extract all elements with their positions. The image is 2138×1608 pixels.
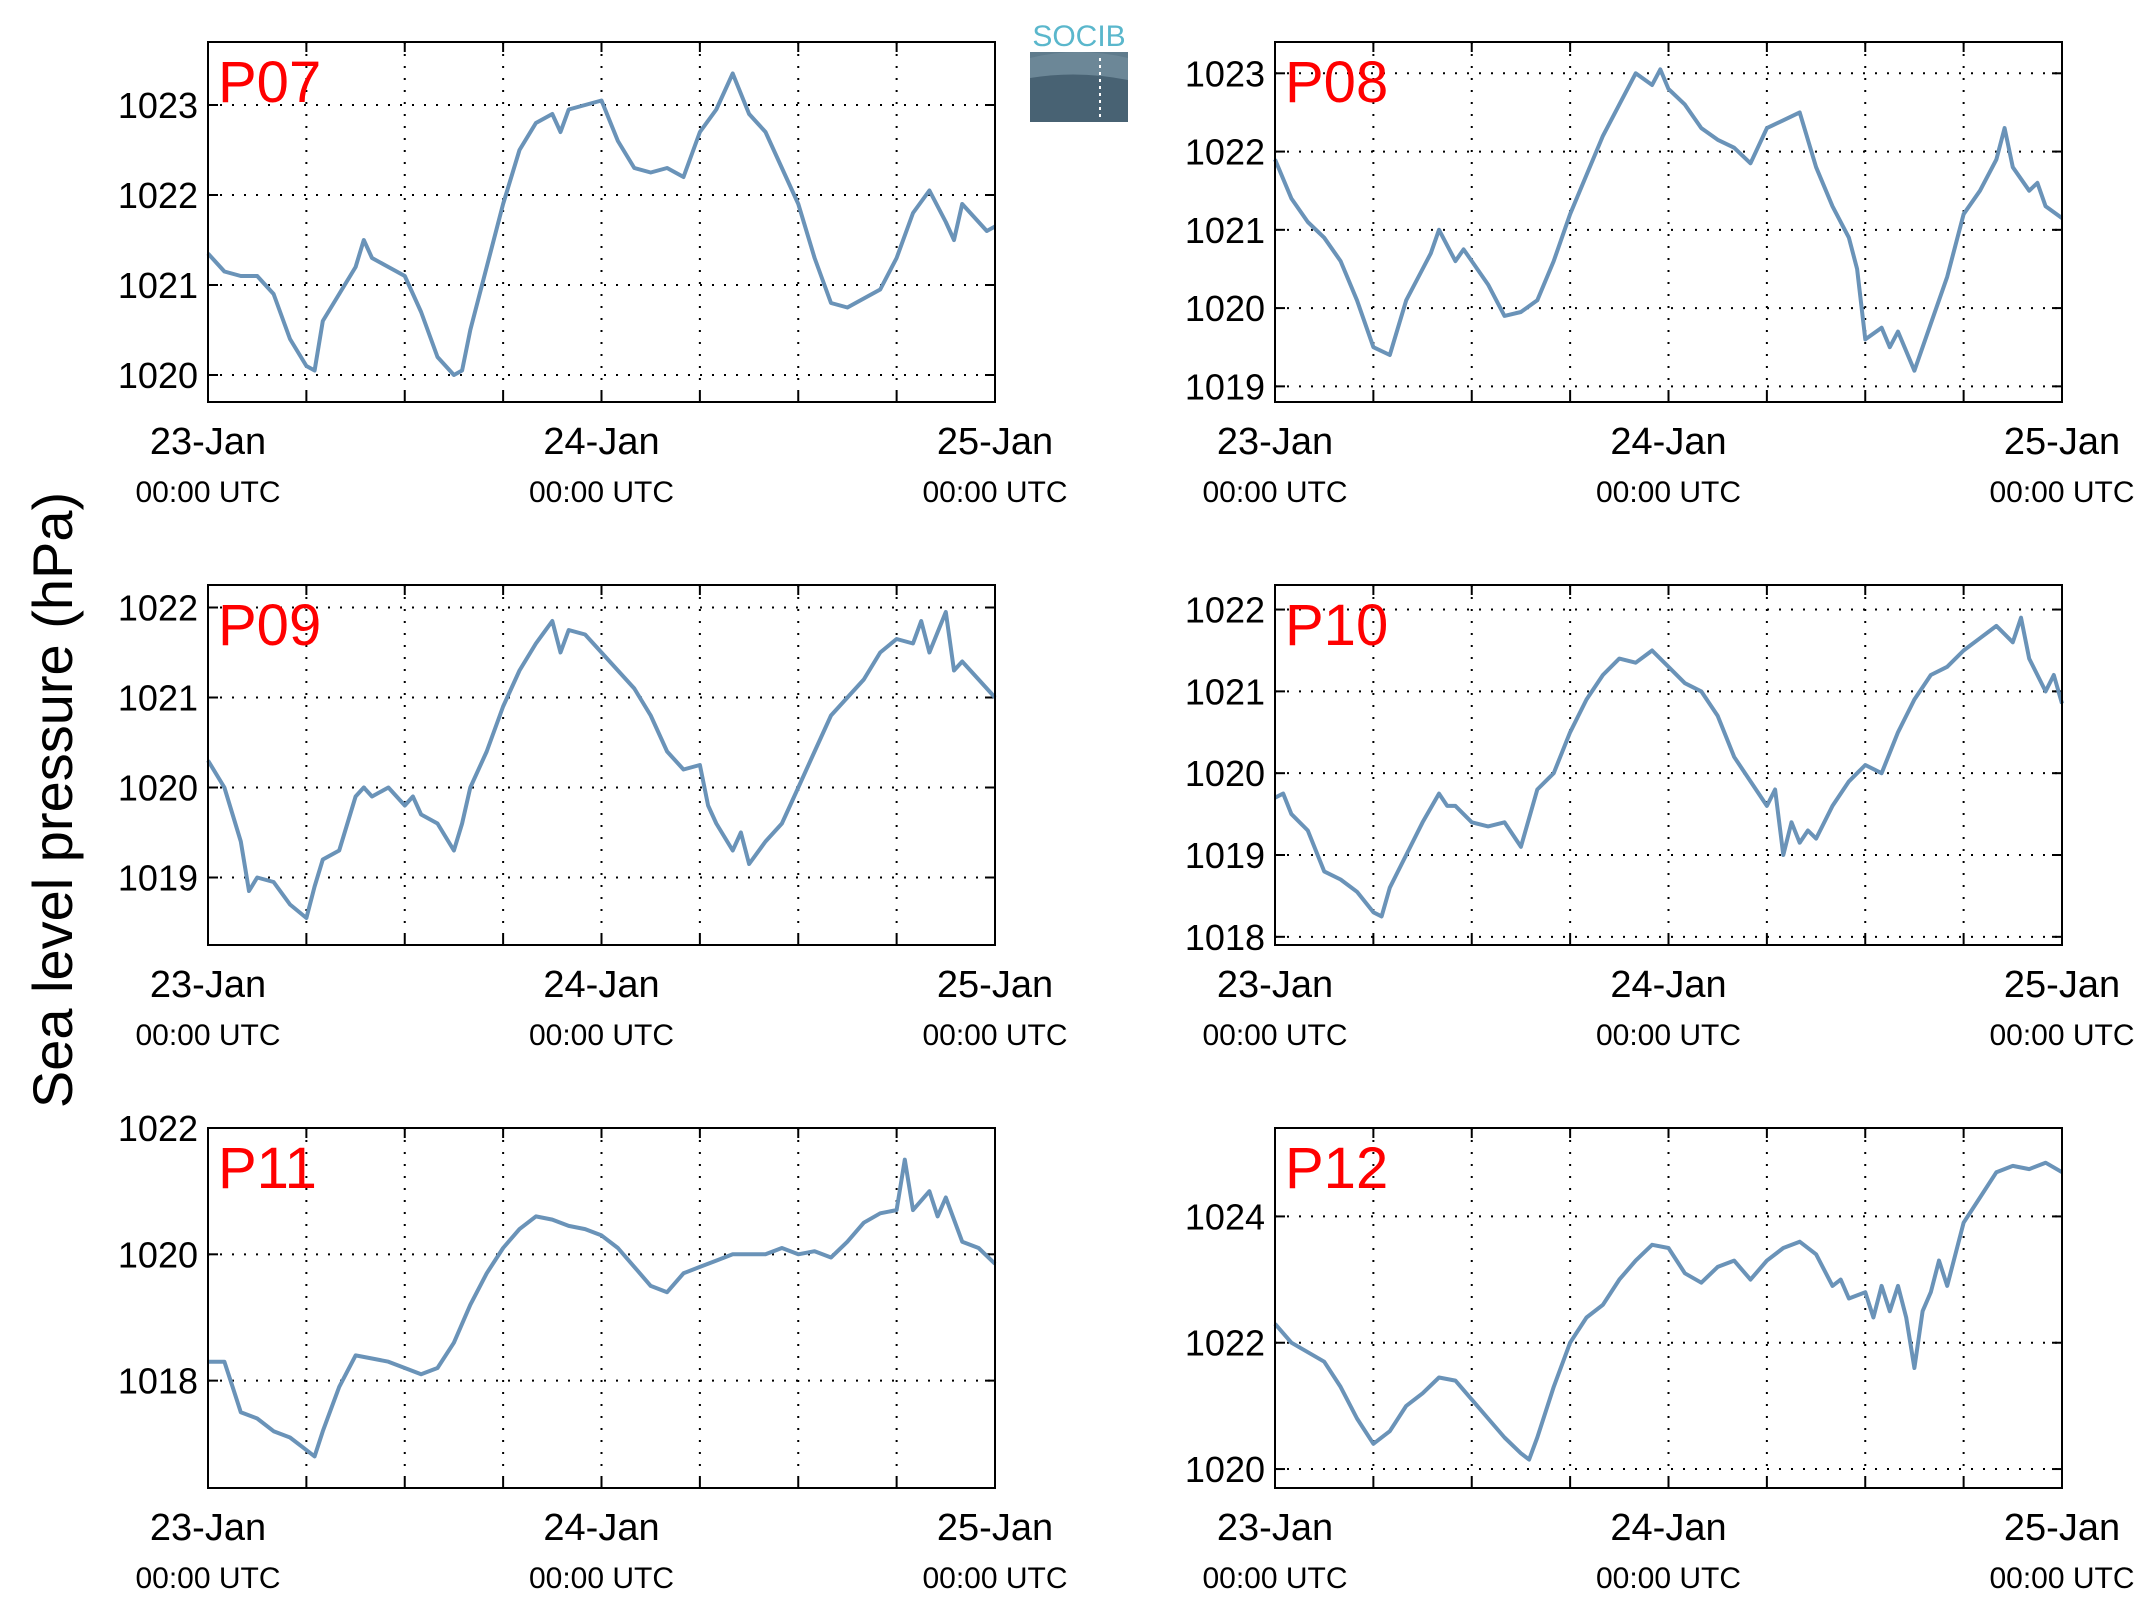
plot-frame — [1274, 41, 2063, 403]
x-tick-sublabel: 00:00 UTC — [1596, 1019, 1741, 1052]
socib-logo: SOCIB — [1030, 20, 1128, 122]
panels-group: 1020 1021 1022 1023 23-Jan 00:00 UTC 24-Jan 00:… — [118, 41, 2135, 1595]
x-tick-label: 25-Jan — [2004, 964, 2120, 1006]
x-tick-label: 25-Jan — [937, 1507, 1053, 1549]
x-tick-label: 24-Jan — [1610, 421, 1726, 463]
plot-frame — [207, 41, 996, 403]
x-tick-label: 24-Jan — [543, 964, 659, 1006]
x-tick-sublabel: 00:00 UTC — [1989, 1562, 2134, 1595]
y-tick-label: 1020 — [118, 1234, 198, 1275]
y-tick-label: 1021 — [1185, 671, 1265, 712]
x-tick-sublabel: 00:00 UTC — [135, 1562, 280, 1595]
x-tick-label: 23-Jan — [1217, 1507, 1333, 1549]
y-tick-label: 1019 — [1185, 835, 1265, 876]
y-tick-label: 1022 — [1185, 1323, 1265, 1364]
y-tick-label: 1023 — [1185, 53, 1265, 94]
x-tick-sublabel: 00:00 UTC — [1202, 1019, 1347, 1052]
x-tick-sublabel: 00:00 UTC — [922, 1019, 1067, 1052]
series-line-p08 — [1273, 67, 2064, 373]
y-tick-label: 1018 — [1185, 917, 1265, 958]
x-tick-sublabel: 00:00 UTC — [1596, 1562, 1741, 1595]
y-tick-label: 1020 — [1185, 288, 1265, 329]
series-line-p10 — [1274, 615, 2064, 919]
station-title: P11 — [218, 1136, 317, 1201]
y-tick-label: 1022 — [1185, 590, 1265, 631]
y-tick-label: 1022 — [118, 175, 198, 216]
panel-p09: 1019 1020 1021 1022 23-Jan 00:00 UTC 24-Jan 00:… — [118, 584, 1068, 1052]
panel-p10: 1018 1019 1020 1021 1022 23-Jan 00:00 UTC 24-Ja… — [1185, 584, 2135, 1052]
y-tick-label: 1024 — [1185, 1196, 1265, 1237]
socib-logo-text: SOCIB — [1032, 20, 1125, 53]
y-tick-label: 1018 — [118, 1361, 198, 1402]
station-title: P08 — [1285, 50, 1388, 115]
y-tick-label: 1020 — [118, 355, 198, 396]
series-line-p12 — [1273, 1160, 2064, 1462]
x-tick-label: 23-Jan — [150, 421, 266, 463]
x-tick-label: 24-Jan — [1610, 964, 1726, 1006]
x-tick-sublabel: 00:00 UTC — [1202, 1562, 1347, 1595]
plot-frame — [1274, 584, 2063, 946]
y-axis-label: Sea level pressure (hPa) — [21, 492, 84, 1108]
plot-frame — [207, 1127, 996, 1489]
x-tick-sublabel: 00:00 UTC — [1202, 476, 1347, 509]
plot-frame — [1274, 1127, 2063, 1489]
x-tick-sublabel: 00:00 UTC — [1989, 476, 2134, 509]
y-tick-label: 1019 — [118, 858, 198, 899]
x-tick-sublabel: 00:00 UTC — [1989, 1019, 2134, 1052]
y-tick-label: 1019 — [1185, 366, 1265, 407]
x-tick-sublabel: 00:00 UTC — [529, 1019, 674, 1052]
x-tick-label: 25-Jan — [2004, 1507, 2120, 1549]
x-tick-label: 25-Jan — [937, 421, 1053, 463]
x-tick-sublabel: 00:00 UTC — [135, 1019, 280, 1052]
y-tick-label: 1022 — [118, 588, 198, 629]
x-tick-sublabel: 00:00 UTC — [135, 476, 280, 509]
x-tick-label: 23-Jan — [1217, 964, 1333, 1006]
plot-frame — [207, 584, 996, 946]
panel-p08: 1019 1020 1021 1022 1023 23-Jan 00:00 UTC 24-Ja… — [1185, 41, 2135, 509]
x-tick-label: 23-Jan — [1217, 421, 1333, 463]
x-tick-label: 24-Jan — [543, 1507, 659, 1549]
x-tick-sublabel: 00:00 UTC — [529, 1562, 674, 1595]
station-title: P07 — [218, 50, 321, 115]
y-tick-label: 1020 — [1185, 753, 1265, 794]
series-line-p11 — [208, 1157, 997, 1459]
y-tick-label: 1021 — [1185, 210, 1265, 251]
panel-p12: 1020 1022 1024 23-Jan 00:00 UTC 24-Jan 00:00 U… — [1185, 1127, 2135, 1595]
y-tick-label: 1022 — [118, 1108, 198, 1149]
x-tick-label: 24-Jan — [543, 421, 659, 463]
y-tick-label: 1022 — [1185, 132, 1265, 173]
series-line-p07 — [206, 71, 996, 377]
station-title: P09 — [218, 593, 321, 658]
x-tick-sublabel: 00:00 UTC — [1596, 476, 1741, 509]
series-line-p09 — [206, 610, 997, 920]
y-tick-label: 1023 — [118, 85, 198, 126]
x-tick-sublabel: 00:00 UTC — [529, 476, 674, 509]
x-tick-label: 24-Jan — [1610, 1507, 1726, 1549]
station-title: P12 — [1285, 1136, 1388, 1201]
y-tick-label: 1020 — [1185, 1449, 1265, 1490]
x-tick-sublabel: 00:00 UTC — [922, 476, 1067, 509]
panel-p11: 1018 1020 1022 23-Jan 00:00 UTC 24-Jan 00:00 U… — [118, 1108, 1068, 1595]
panel-p07: 1020 1021 1022 1023 23-Jan 00:00 UTC 24-Jan 00:… — [118, 41, 1068, 509]
y-tick-label: 1021 — [118, 678, 198, 719]
y-tick-label: 1021 — [118, 265, 198, 306]
x-tick-label: 23-Jan — [150, 964, 266, 1006]
y-tick-label: 1020 — [118, 768, 198, 809]
x-tick-label: 23-Jan — [150, 1507, 266, 1549]
x-tick-sublabel: 00:00 UTC — [922, 1562, 1067, 1595]
x-tick-label: 25-Jan — [2004, 421, 2120, 463]
station-title: P10 — [1285, 593, 1388, 658]
x-tick-label: 25-Jan — [937, 964, 1053, 1006]
